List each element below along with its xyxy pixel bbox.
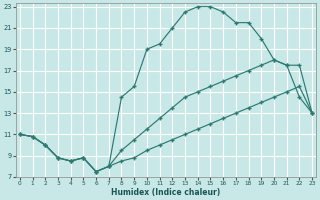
X-axis label: Humidex (Indice chaleur): Humidex (Indice chaleur) — [111, 188, 220, 197]
